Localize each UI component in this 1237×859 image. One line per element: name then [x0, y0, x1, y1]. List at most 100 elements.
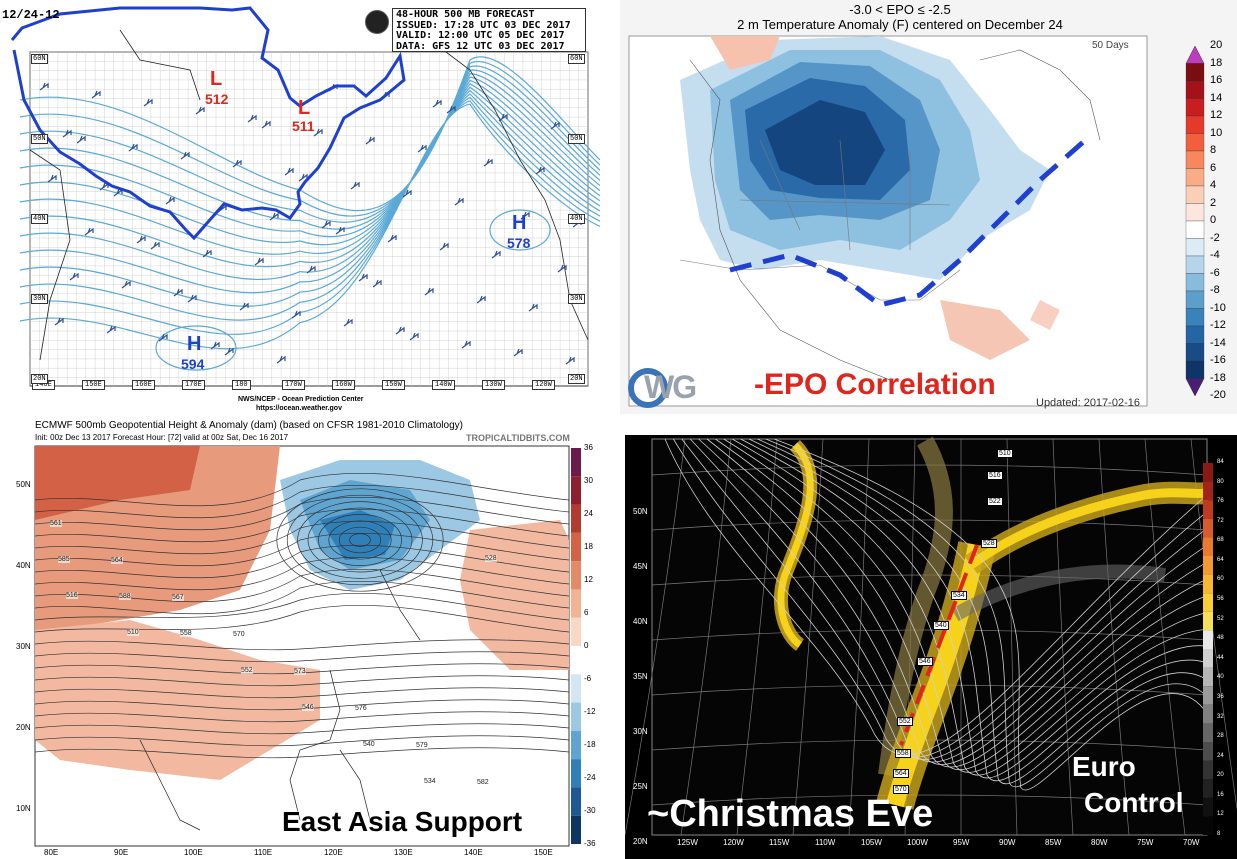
colorbar-segment	[571, 674, 581, 703]
lon-label: 100W	[907, 838, 928, 847]
contour-label: 534	[424, 778, 436, 785]
lon-label: 70W	[1183, 838, 1200, 847]
header-line-1: 48-HOUR 500 MB FORECAST	[396, 9, 535, 20]
colorbar-tick: -4	[1210, 249, 1220, 261]
updated-date: Updated: 2017-02-16	[1036, 397, 1140, 409]
lon-label: 85W	[1045, 838, 1062, 847]
colorbar-segment	[571, 646, 581, 675]
colorbar-segment	[1203, 518, 1213, 538]
lon-label: 180	[232, 380, 251, 390]
lon-label: 110E	[254, 848, 273, 857]
colorbar-tick: 6	[584, 608, 589, 617]
colorbar-tick: 10	[1210, 126, 1223, 139]
colorbar-segment	[571, 504, 581, 533]
lat-label: 10N	[16, 804, 31, 813]
epo-caption: -EPO Correlation	[754, 368, 996, 401]
jet-colorbar	[1203, 463, 1213, 835]
colorbar-segment	[1185, 168, 1205, 187]
map-borders	[679, 49, 1101, 381]
colorbar-tick: 18	[584, 542, 593, 551]
cwg-logo-icon: WG	[628, 368, 704, 408]
contour-value-box: 540	[933, 621, 949, 630]
colorbar-segment	[1203, 481, 1213, 501]
lat-label: 40N	[633, 617, 648, 626]
epo-dashed-boundary	[729, 134, 1092, 308]
contour-label: 579	[416, 742, 428, 749]
colorbar-tick: 12	[584, 575, 593, 584]
contour-label: 516	[66, 592, 78, 599]
colorbar-tick: 32	[1217, 713, 1224, 720]
colorbar-tick: 30	[584, 476, 593, 485]
lon-label: 100E	[184, 848, 203, 857]
height-contours	[664, 438, 1208, 791]
colorbar-segment	[1203, 760, 1213, 780]
colorbar-tick: 2	[1210, 196, 1217, 209]
days-label: 50 Days	[1092, 40, 1129, 51]
colorbar-segment	[1203, 556, 1213, 575]
ecmwf-height-map	[34, 445, 581, 847]
header-line-3: VALID: 12:00 UTC 05 DEC 2017	[396, 30, 565, 41]
colorbar-segment	[1185, 343, 1205, 362]
contour-label: 588	[119, 593, 131, 600]
lat-label: 50N	[31, 134, 48, 144]
colorbar-tick: 18	[1210, 56, 1223, 69]
lat-label: 20N	[633, 837, 648, 846]
colorbar-segment	[1185, 80, 1205, 99]
colorbar-tick: -6	[584, 674, 592, 683]
colorbar-segment	[1203, 816, 1213, 835]
lat-label: 30N	[568, 294, 585, 304]
contour-value-box: 522	[987, 497, 1003, 506]
colorbar-segment	[571, 730, 581, 760]
colorbar-segment	[1185, 325, 1205, 344]
colorbar-tick: -6	[1210, 266, 1220, 279]
contour-label: 573	[294, 668, 306, 675]
lon-label: 140W	[432, 380, 455, 390]
height-contours	[19, 56, 600, 371]
high-letter-2: H	[187, 333, 202, 355]
lon-label: 110W	[815, 838, 836, 847]
lat-label: 50N	[568, 134, 585, 144]
colorbar-tick: 36	[1217, 693, 1224, 700]
colorbar-segment	[1203, 797, 1213, 817]
lat-label: 20N	[568, 374, 585, 384]
lon-label: 140E	[464, 848, 483, 857]
colorbar-tick: -16	[1210, 354, 1226, 366]
colorbar-segment	[1185, 45, 1205, 64]
opc-500mb-forecast-panel: 12/24-12 48-HOUR 500 MB FORECAST ISSUED:…	[0, 0, 600, 416]
colorbar-segment	[1185, 255, 1205, 274]
contour-value-box: 528	[981, 539, 997, 548]
colorbar-tick: 60	[1217, 576, 1224, 583]
colorbar-tick: 44	[1217, 654, 1224, 661]
site-watermark: TROPICALTIDBITS.COM	[466, 433, 570, 443]
contour-label: 567	[172, 594, 184, 601]
colorbar-segment	[1185, 273, 1205, 292]
contour-label: 561	[50, 520, 62, 527]
lon-label: 90E	[114, 848, 129, 857]
epo-correlation-panel: -3.0 < EPO ≤ -2.5 2 m Temperature Anomal…	[620, 0, 1237, 414]
contour-label: 582	[477, 779, 489, 786]
colorbar-tick: 68	[1217, 537, 1224, 544]
header-line-4: DATA: GFS 12 UTC 03 DEC 2017	[396, 40, 565, 52]
colorbar-segment	[571, 815, 581, 844]
colorbar-segment	[1203, 537, 1213, 556]
lon-label: 95W	[953, 838, 970, 847]
noaa-logo-icon	[365, 10, 389, 34]
jet-shading	[773, 436, 1209, 810]
high-letter-1: H	[512, 212, 527, 234]
euro-caption-line-2: Control	[1084, 787, 1184, 818]
colorbar-tick: 20	[1210, 39, 1223, 51]
colorbar-segment	[1185, 290, 1205, 309]
lat-label: 20N	[16, 723, 31, 732]
colorbar-segment	[1203, 742, 1213, 761]
colorbar-segment	[571, 589, 581, 618]
colorbar-segment	[571, 759, 581, 788]
forecast-header-box: 48-HOUR 500 MB FORECAST ISSUED: 17:28 UT…	[392, 8, 586, 52]
opc-500mb-map	[10, 6, 600, 387]
colorbar-segment	[571, 617, 581, 646]
lon-label: 90W	[999, 838, 1016, 847]
anomaly-colorbar	[1185, 45, 1205, 397]
colorbar-tick: 76	[1217, 498, 1224, 505]
contour-value-box: 546	[917, 657, 933, 666]
contour-label: 510	[127, 629, 139, 636]
contour-label: 576	[355, 705, 367, 712]
